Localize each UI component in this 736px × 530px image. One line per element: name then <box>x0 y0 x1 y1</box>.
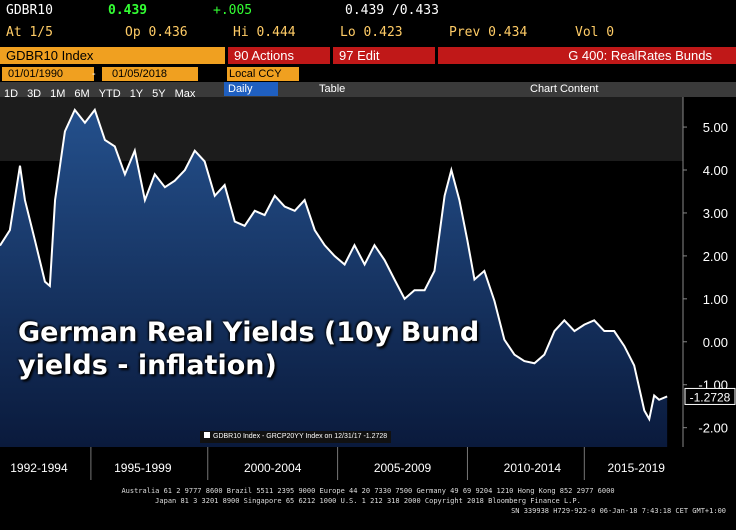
x-tick-label: 2005-2009 <box>374 461 432 475</box>
last-value-box <box>684 387 736 405</box>
last-price: 0.439 <box>108 3 148 18</box>
ticker: GDBR10 <box>6 3 53 18</box>
table-button[interactable]: Table <box>319 83 346 95</box>
open: Op 0.436 <box>125 25 188 40</box>
y-tick-label: 4.00 <box>703 163 728 178</box>
footer-line: SN 339938 H729-922-0 06-Jan-18 7:43:18 C… <box>511 507 726 515</box>
legend: GDBR10 Index - GRCP20YY Index on 12/31/1… <box>200 431 392 443</box>
end-date[interactable]: 01/05/2018 <box>102 67 198 81</box>
legend-swatch <box>204 432 210 438</box>
edit-menu[interactable]: 97 Edit <box>333 47 435 64</box>
y-tick-label: 1.00 <box>703 292 728 307</box>
chart: 5.004.003.002.001.000.00-1.00-2.00-1.272… <box>0 97 736 480</box>
x-tick-label: 2010-2014 <box>504 461 562 475</box>
x-tick-label: 1992-1994 <box>10 461 68 475</box>
line <box>0 107 668 422</box>
currency[interactable]: Local CCY <box>227 67 299 81</box>
x-tick-label: 2015-2019 <box>608 461 666 475</box>
time: At 1/5 <box>6 25 53 40</box>
page-name: G 400: RealRates Bunds <box>438 47 736 64</box>
footer-line: Australia 61 2 9777 8600 Brazil 5511 239… <box>121 487 615 495</box>
security-field[interactable]: GDBR10 Index <box>0 47 225 64</box>
y-tick-label: -2.00 <box>698 421 728 436</box>
x-tick-label: 1995-1999 <box>114 461 172 475</box>
low: Lo 0.423 <box>340 25 403 40</box>
footer-line: Japan 81 3 3201 8900 Singapore 65 6212 1… <box>155 497 581 505</box>
y-tick-label: 0.00 <box>703 335 728 350</box>
y-tick-label: 5.00 <box>703 120 728 135</box>
start-date[interactable]: 01/01/1990 <box>2 67 94 81</box>
last-value-label: -1.2728 <box>690 390 731 404</box>
x-tick-label: 2000-2004 <box>244 461 302 475</box>
bid-ask: 0.439 /0.433 <box>345 3 439 18</box>
date-separator: - <box>92 68 96 80</box>
chart-content-button[interactable]: Chart Content <box>530 83 599 95</box>
toolbar <box>0 82 736 97</box>
period-buttons: 1D 3D 1M 6M YTD 1Y 5Y Max <box>4 82 204 100</box>
high: Hi 0.444 <box>233 25 296 40</box>
annotation: German Real Yields (10y Bund yields - in… <box>18 317 480 381</box>
prev: Prev 0.434 <box>449 25 528 40</box>
y-tick-label: 3.00 <box>703 206 728 221</box>
volume: Vol 0 <box>575 25 615 40</box>
x-axis-band <box>0 447 736 480</box>
frequency[interactable]: Daily <box>224 82 278 96</box>
actions-menu[interactable]: 90 Actions <box>228 47 330 64</box>
change: +.005 <box>213 3 253 18</box>
y-tick-label: 2.00 <box>703 249 728 264</box>
area <box>0 109 668 448</box>
legend-text: GDBR10 Index - GRCP20YY Index on 12/31/1… <box>213 433 388 440</box>
